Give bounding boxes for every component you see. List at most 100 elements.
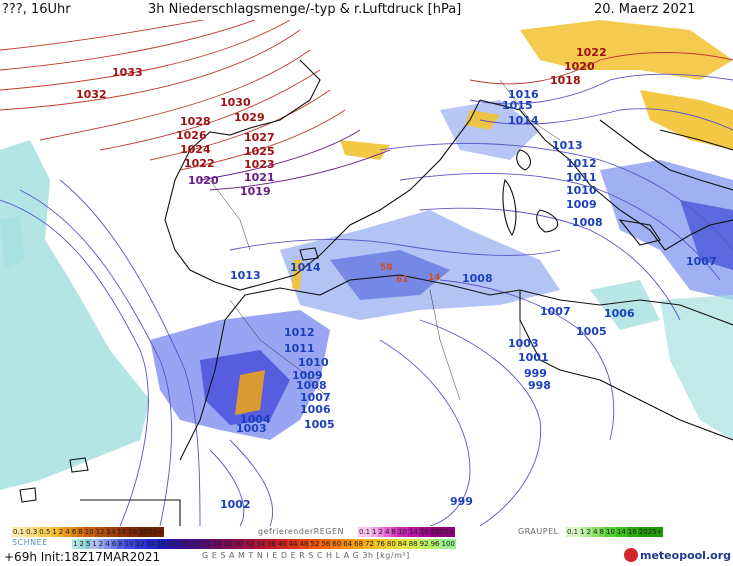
- isobar-label: 1014: [508, 114, 539, 127]
- precipitation-layer: [0, 20, 733, 490]
- isobar-label: 1025: [244, 145, 275, 158]
- coastlines: [19, 59, 733, 526]
- legend-scale-step: 2025+: [429, 527, 456, 537]
- graupel-label: GRAUPEL: [518, 527, 559, 536]
- legend-scale-step: 1: [579, 527, 586, 537]
- legend-scale-step: 4: [384, 527, 391, 537]
- legend-scale-step: 48: [298, 539, 310, 549]
- legend-scale-step: 0.5: [38, 527, 52, 537]
- isobar-label: 1007: [686, 255, 717, 268]
- isobar-label: 1021: [244, 171, 275, 184]
- legend-scale-step: 2: [78, 539, 85, 549]
- legend-scale-step: 6: [110, 539, 118, 549]
- isobar-label: 999: [450, 495, 473, 508]
- isobar-label: 1013: [230, 269, 261, 282]
- precip-amount-label: 14: [428, 273, 441, 283]
- legend-scale-step: 22: [189, 539, 201, 549]
- isobar-label: 1008: [462, 272, 493, 285]
- legend: 0.1 0.3 0.5 1 2 4 6 8 10 12 14 16 18 2025+ gefrierend…: [0, 526, 733, 566]
- isobar-label: 1005: [576, 325, 607, 338]
- meteopool-logo[interactable]: meteopool.org: [624, 548, 731, 562]
- isobar-label: 1010: [298, 356, 329, 369]
- isobar-label: 1006: [300, 403, 331, 416]
- isobar-label: 1030: [220, 96, 251, 109]
- legend-scale-step: 4: [64, 527, 71, 537]
- legend-scale-step: 16: [418, 527, 430, 537]
- legend-scale-step: 44: [287, 539, 299, 549]
- graupel-scale: 0.1 1 2 4 8 10 14 16 2025+: [566, 527, 664, 537]
- map-title: 3h Niederschlagsmenge/-typ & r.Luftdruck…: [148, 2, 462, 17]
- isobars: [0, 20, 733, 526]
- legend-scale-step: 24: [200, 539, 212, 549]
- legend-scale-step: 0.1: [358, 527, 372, 537]
- legend-scale-step: 36: [265, 539, 277, 549]
- legend-scale-step: 30: [232, 539, 244, 549]
- isobar-label: 1011: [566, 171, 597, 184]
- legend-scale-step: 100: [440, 539, 456, 549]
- isobar-label: 1012: [284, 326, 315, 339]
- isobar-label: 1024: [180, 143, 211, 156]
- isobar-label: 1028: [180, 115, 211, 128]
- legend-scale-step: 2025+: [138, 527, 165, 537]
- legend-scale-step: 84: [396, 539, 408, 549]
- legend-scale-step: 12: [134, 539, 146, 549]
- weather-map: 1033 1032 1030 1029 1028 1027 1026 1025 …: [0, 20, 733, 526]
- map-canvas: [0, 20, 733, 526]
- legend-scale-step: 10: [397, 527, 408, 537]
- legend-scale-step: 32: [243, 539, 255, 549]
- isobar-label: 1009: [292, 369, 323, 382]
- legend-scale-step: 8: [117, 539, 124, 549]
- isobar-label: 998: [528, 379, 551, 392]
- legend-scale-step: 8: [598, 527, 606, 537]
- isobar-label: 1002: [220, 498, 251, 511]
- forecast-date: 20. Maerz 2021: [594, 2, 696, 17]
- rain-scale: 1 2 5 1 2 4 6 8 10 12 14 16 18 20 22 24 26 28 30 32 34 36 40 44…: [72, 539, 456, 549]
- legend-scale-step: 80: [385, 539, 397, 549]
- isobar-label: 1015: [502, 99, 533, 112]
- isobar-label: 999: [524, 367, 547, 380]
- legend-scale-step: 5: [84, 539, 92, 549]
- isobar-label: 1007: [300, 391, 331, 404]
- isobar-label: 1020: [188, 174, 219, 187]
- isobar-label: 1023: [244, 158, 275, 171]
- isobar-label: 1005: [304, 418, 335, 431]
- precip-amount-label: 58: [380, 263, 393, 273]
- isobar-label: 1022: [184, 157, 215, 170]
- legend-scale-step: 2: [57, 527, 65, 537]
- legend-scale-step: 96: [429, 539, 441, 549]
- legend-scale-step: 18: [127, 527, 139, 537]
- legend-scale-step: 88: [407, 539, 419, 549]
- legend-scale-step: 16: [626, 527, 638, 537]
- legend-scale-step: 8: [390, 527, 398, 537]
- legend-scale-step: 0.1: [566, 527, 580, 537]
- legend-scale-step: 0.3: [25, 527, 39, 537]
- legend-scale-step: 12: [94, 527, 106, 537]
- isobar-label: 1033: [112, 66, 143, 79]
- borders: [209, 79, 561, 401]
- snow-label: SCHNEE: [12, 538, 48, 547]
- legend-scale-step: 14: [145, 539, 157, 549]
- isobar-label: 1006: [604, 307, 635, 320]
- legend-scale-step: 14: [615, 527, 627, 537]
- legend-scale-step: 20: [178, 539, 190, 549]
- legend-scale-step: 52: [309, 539, 321, 549]
- isobar-label: 1011: [284, 342, 315, 355]
- isobar-label: 1007: [540, 305, 571, 318]
- snow-scale: 0.1 0.3 0.5 1 2 4 6 8 10 12 14 16 18 2025+: [12, 527, 165, 537]
- legend-scale-step: 4: [592, 527, 599, 537]
- isobar-label: 1003: [508, 337, 539, 350]
- legend-scale-step: 28: [222, 539, 233, 549]
- isobar-label: 1003: [236, 422, 267, 435]
- legend-scale-step: 60: [331, 539, 343, 549]
- legend-scale-step: 2025+: [637, 527, 664, 537]
- legend-scale-step: 8: [77, 527, 84, 537]
- isobar-label: 1020: [564, 60, 595, 73]
- legend-scale-step: 1: [51, 527, 58, 537]
- isobar-label: 1008: [572, 216, 603, 229]
- isobar-label: 1026: [176, 129, 207, 142]
- legend-scale-step: 14: [105, 527, 117, 537]
- precip-amount-label: 61: [396, 275, 409, 285]
- legend-scale-step: 34: [254, 539, 266, 549]
- init-time: +69h Init:18Z17MAR2021: [4, 550, 161, 564]
- legend-scale-step: 4: [104, 539, 111, 549]
